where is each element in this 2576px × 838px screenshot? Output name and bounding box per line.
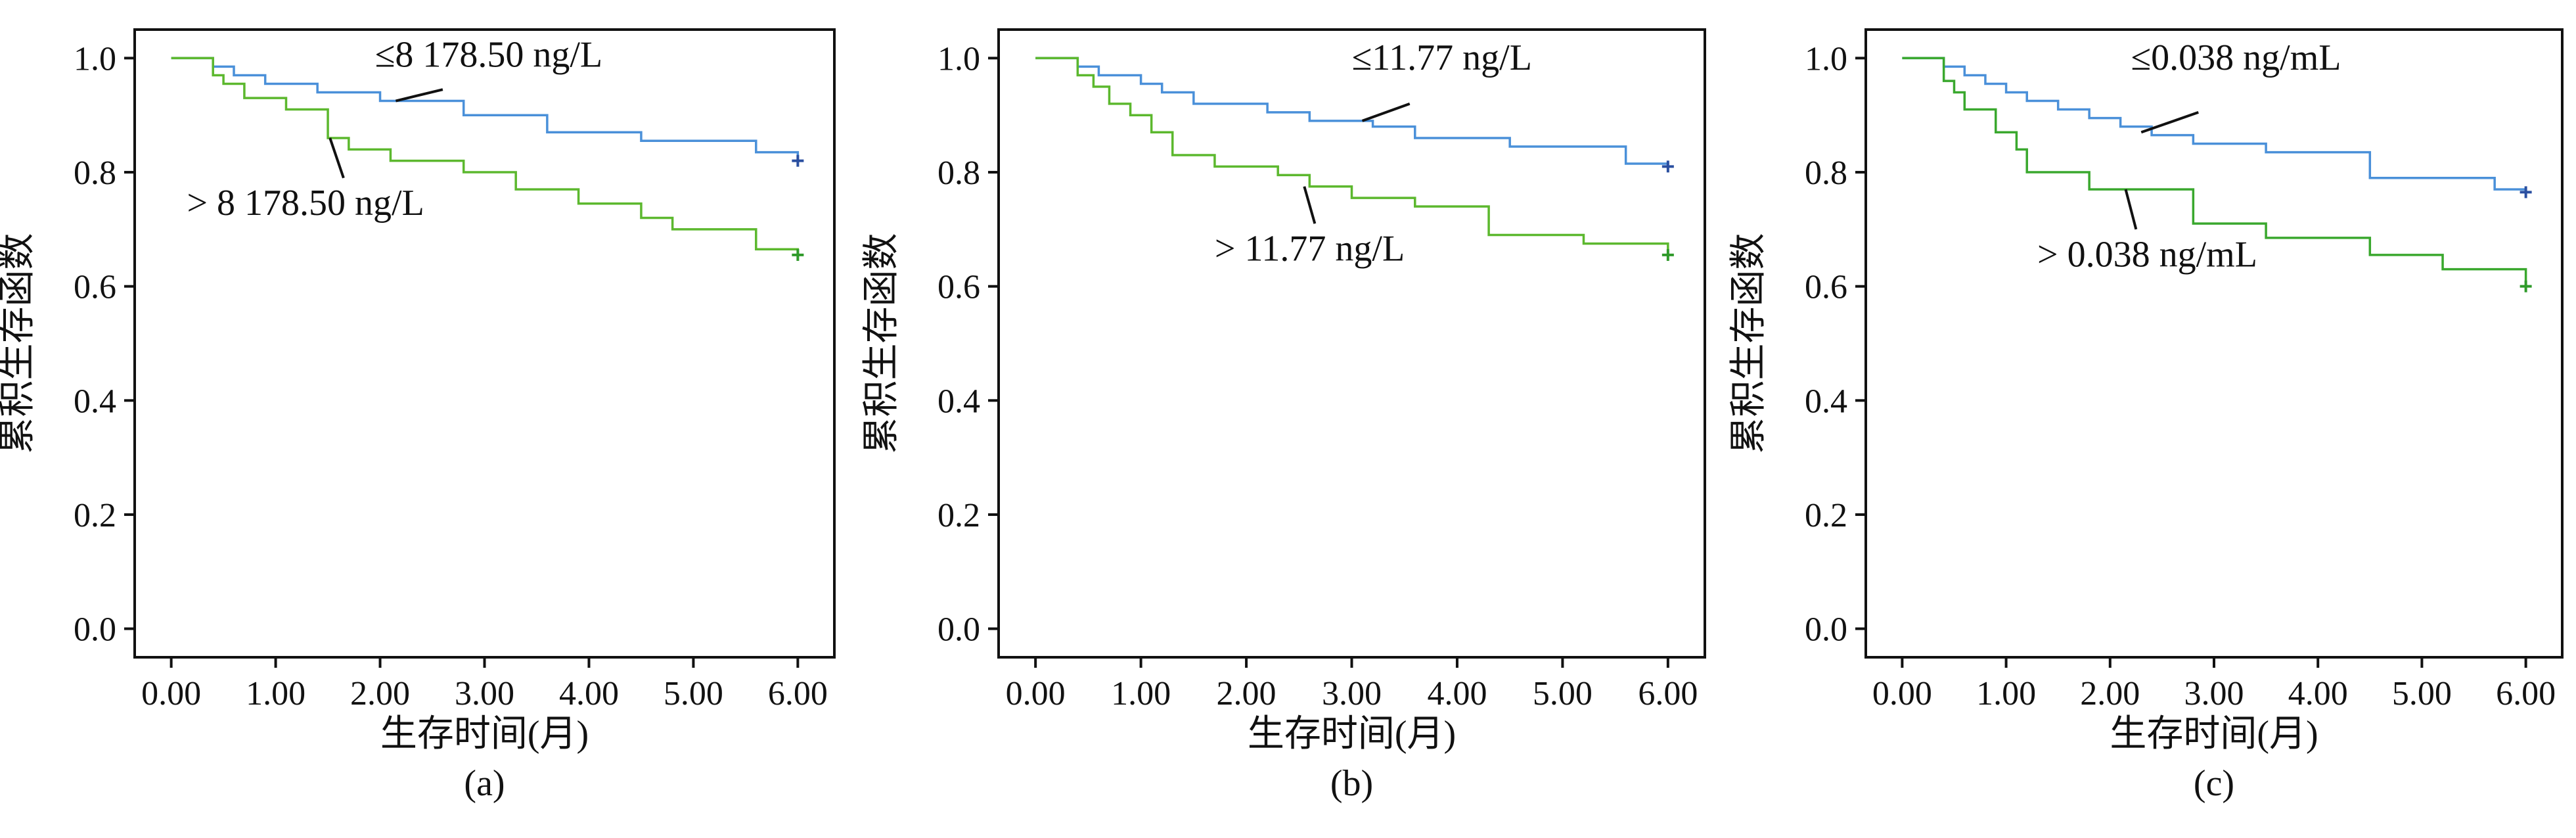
- y-tick-label: 0.0: [938, 611, 980, 649]
- x-tick-label: 0.00: [1872, 675, 1932, 712]
- y-tick-label: 1.0: [74, 40, 116, 78]
- y-tick-label: 0.0: [74, 611, 116, 649]
- x-tick-label: 2.00: [350, 675, 410, 712]
- x-axis-label: 生存时间(月): [2110, 714, 2318, 755]
- y-tick-label: 1.0: [938, 40, 980, 78]
- series-line-1: [171, 57, 800, 255]
- x-tick-label: 1.00: [246, 675, 305, 712]
- panel-0: 0.00 1.00 2.00 3.00 4.00 5.00 6.00 0.0 0.2 0.4 0.6…: [0, 28, 836, 804]
- x-tick-label: 6.00: [2496, 675, 2556, 712]
- y-tick-label: 0.6: [1805, 269, 1847, 306]
- series-line-0: [1902, 57, 2527, 193]
- y-tick-label: 0.4: [74, 383, 116, 420]
- y-tick-label: 0.4: [1805, 383, 1847, 420]
- y-tick-label: 0.8: [74, 154, 116, 192]
- series-line-0: [171, 57, 800, 161]
- x-axis-label: 生存时间(月): [380, 714, 589, 755]
- x-tick-label: 1.00: [1976, 675, 2036, 712]
- x-tick-label: 4.00: [1427, 675, 1487, 712]
- x-tick-label: 3.00: [2184, 675, 2244, 712]
- x-tick-label: 4.00: [2288, 675, 2348, 712]
- y-tick-label: 0.8: [1805, 154, 1847, 192]
- panel-1: 0.00 1.00 2.00 3.00 4.00 5.00 6.00 0.0 0.2 0.4 0.6…: [861, 28, 1706, 804]
- panel-caption: (a): [464, 763, 505, 804]
- x-tick-label: 5.00: [2392, 675, 2452, 712]
- panel-2: 0.00 1.00 2.00 3.00 4.00 5.00 6.00 0.0 0.2 0.4 0.6…: [1729, 28, 2564, 804]
- x-tick-label: 1.00: [1111, 675, 1171, 712]
- y-tick-label: 0.2: [938, 497, 980, 534]
- annotation-leader: [2140, 110, 2199, 134]
- annotation-leader: [1303, 186, 1317, 224]
- panel-caption: (b): [1330, 763, 1373, 804]
- x-tick-label: 5.00: [664, 675, 723, 712]
- annotation-leader: [2124, 189, 2138, 230]
- x-tick-label: 3.00: [1322, 675, 1382, 712]
- x-axis-label: 生存时间(月): [1248, 714, 1456, 755]
- y-axis-label: 累积生存函数: [861, 233, 902, 454]
- series-line-1: [1035, 57, 1669, 250]
- x-tick-label: 4.00: [559, 675, 619, 712]
- y-tick-label: 0.6: [938, 269, 980, 306]
- plot-frame: [997, 28, 1706, 659]
- annotation-label: ≤0.038 ng/mL: [2131, 37, 2341, 78]
- y-tick-label: 0.0: [1805, 611, 1847, 649]
- y-tick-label: 1.0: [1805, 40, 1847, 78]
- x-tick-label: 0.00: [1006, 675, 1066, 712]
- y-tick-label: 0.6: [74, 269, 116, 306]
- annotation-label: > 0.038 ng/mL: [2037, 234, 2257, 275]
- x-tick-label: 2.00: [2080, 675, 2140, 712]
- x-tick-label: 6.00: [768, 675, 828, 712]
- y-axis-label: 累积生存函数: [0, 233, 38, 454]
- annotation-leader: [328, 137, 345, 179]
- plot-frame: [1864, 28, 2564, 659]
- y-tick-label: 0.8: [938, 154, 980, 192]
- x-tick-label: 2.00: [1217, 675, 1277, 712]
- y-tick-label: 0.4: [938, 383, 980, 420]
- annotation-label: > 8 178.50 ng/L: [187, 183, 424, 223]
- plot-frame: [133, 28, 836, 659]
- x-tick-label: 5.00: [1533, 675, 1593, 712]
- annotation-label: ≤8 178.50 ng/L: [375, 34, 603, 75]
- y-axis-label: 累积生存函数: [1729, 233, 1769, 454]
- series-line-1: [1902, 57, 2527, 287]
- panel-caption: (c): [2194, 763, 2234, 804]
- y-tick-label: 0.2: [74, 497, 116, 534]
- x-tick-label: 3.00: [455, 675, 514, 712]
- annotation-leader: [1361, 102, 1411, 122]
- y-tick-label: 0.2: [1805, 497, 1847, 534]
- series-line-0: [1035, 57, 1669, 167]
- x-tick-label: 0.00: [141, 675, 201, 712]
- x-tick-label: 6.00: [1638, 675, 1698, 712]
- annotation-label: > 11.77 ng/L: [1215, 229, 1405, 269]
- annotation-label: ≤11.77 ng/L: [1352, 37, 1532, 78]
- annotation-leader: [395, 88, 443, 103]
